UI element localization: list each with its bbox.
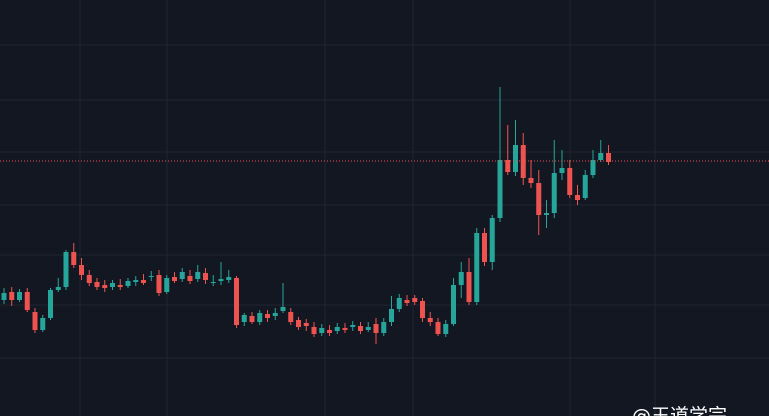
candle-body (420, 301, 425, 318)
candle-body (9, 292, 15, 300)
candle-body (311, 327, 317, 334)
candle-body (133, 280, 139, 282)
candle-body (528, 178, 534, 183)
candle-body (187, 276, 193, 281)
candle-body (451, 285, 456, 324)
candle-body (497, 160, 503, 218)
candle-body (117, 285, 123, 287)
candle-body (234, 278, 239, 325)
candle-body (288, 312, 294, 322)
candle-body (1, 293, 7, 300)
candle-body (544, 213, 549, 215)
candle-body (102, 285, 108, 288)
candle-body (381, 322, 387, 333)
candle-body (257, 313, 263, 322)
candle-body (567, 168, 573, 195)
candle-body (218, 279, 224, 281)
candle-body (24, 292, 30, 310)
candles (0, 87, 769, 344)
candle-body (536, 183, 542, 215)
candle-body (195, 272, 201, 279)
candle-body (226, 277, 232, 280)
candle-body (40, 318, 46, 330)
candle-body (365, 327, 371, 330)
candle-body (404, 300, 410, 303)
candle-body (296, 320, 301, 327)
candle-body (482, 233, 487, 262)
candle-body (32, 312, 38, 330)
candle-body (582, 175, 588, 198)
candle-body (125, 281, 131, 286)
candle-body (443, 324, 449, 334)
candle-body (606, 153, 611, 162)
candle-body (513, 145, 518, 172)
candle-body (427, 318, 433, 322)
watermark: @王道学宗 (632, 405, 727, 416)
candle-body (86, 275, 92, 283)
candle-body (373, 324, 379, 333)
candle-body (350, 325, 356, 327)
candle-body (48, 290, 53, 318)
candle-body (520, 145, 526, 178)
candle-body (303, 323, 309, 326)
candle-body (412, 298, 418, 302)
candle-body (55, 287, 61, 290)
candle-body (71, 252, 77, 265)
candle-body (110, 283, 115, 287)
candle-body (164, 278, 170, 292)
candle-body (241, 315, 247, 322)
candle-body (265, 314, 270, 318)
candle-body (94, 282, 100, 287)
candle-body (458, 272, 464, 285)
candle-body (474, 233, 480, 302)
candle-body (203, 273, 208, 280)
candle-body (598, 153, 604, 160)
candle-body (575, 195, 580, 200)
candle-body (210, 282, 216, 283)
candle-body (342, 328, 348, 330)
candle-body (179, 272, 185, 279)
candle-body (327, 330, 332, 333)
candle-body (505, 160, 511, 172)
candle-body (156, 275, 162, 293)
candle-body (358, 326, 363, 331)
candle-body (148, 276, 154, 277)
candle-body (141, 280, 146, 283)
candle-body (466, 272, 472, 302)
candle-body (435, 322, 441, 334)
candle-body (489, 218, 495, 262)
candle-body (334, 327, 340, 331)
candle-body (551, 173, 557, 213)
candle-body (17, 292, 22, 300)
candle-body (319, 328, 325, 333)
candle-body (272, 313, 278, 316)
candle-body (559, 168, 565, 173)
candle-body (389, 309, 394, 322)
candle-body (396, 298, 402, 309)
candle-body (79, 265, 84, 275)
candle-body (63, 252, 69, 287)
candle-body (172, 277, 177, 281)
candle-body (590, 160, 596, 175)
candle-body (280, 307, 286, 311)
candle-body (249, 316, 255, 322)
